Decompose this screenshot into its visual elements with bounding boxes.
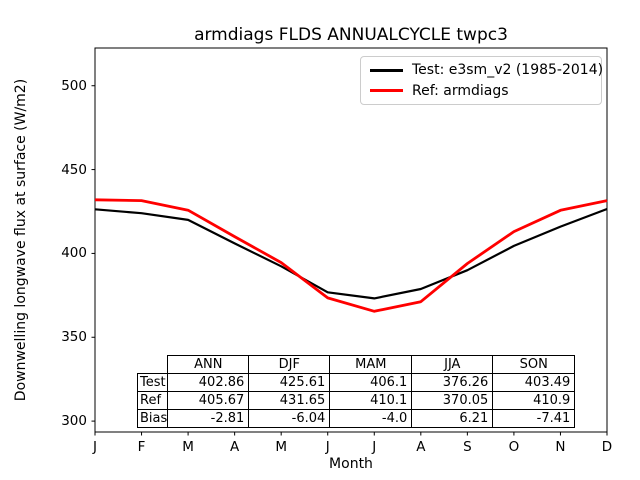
ref-series-line <box>94 198 608 313</box>
y-tick-label: 400 <box>61 245 87 262</box>
table-header-ann: ANN <box>167 355 250 374</box>
table-header-son: SON <box>492 355 576 374</box>
legend-label-ref: Ref: armdiags <box>412 82 509 99</box>
table-cell-test-jja: 376.26 <box>411 373 494 392</box>
test-line-swatch <box>370 69 403 72</box>
stats-table-row-test: Test 402.86 425.61 406.1 376.26 403.49 <box>136 373 576 392</box>
table-header-djf: DJF <box>248 355 331 374</box>
stats-table-header-row: ANN DJF MAM JJA SON <box>138 355 576 374</box>
legend-item-ref: Ref: armdiags <box>370 81 592 101</box>
x-tick-label: S <box>463 439 472 455</box>
chart-title: armdiags FLDS ANNUALCYCLE twpc3 <box>194 25 508 45</box>
x-tick-label: J <box>372 439 377 455</box>
y-tick-label: 450 <box>61 161 87 178</box>
ref-line-swatch <box>370 89 403 93</box>
test-series-line <box>94 207 608 300</box>
x-tick-label: D <box>601 439 613 455</box>
table-cell-test-djf: 425.61 <box>248 373 331 392</box>
table-header-mam: MAM <box>329 355 413 374</box>
x-tick-label: J <box>325 439 330 455</box>
y-tick-label: 300 <box>61 413 87 430</box>
stats-table-row-bias: Bias -2.81 -6.04 -4.0 6.21 -7.41 <box>136 409 576 428</box>
y-tick-label: 500 <box>61 77 87 94</box>
stats-table: ANN DJF MAM JJA SON Test 402.86 425.61 4… <box>136 355 576 428</box>
table-cell-ref-mam: 410.1 <box>329 391 413 410</box>
table-cell-ref-ann: 405.67 <box>167 391 250 410</box>
table-cell-bias-jja: 6.21 <box>411 409 494 428</box>
x-tick-label: N <box>555 439 566 455</box>
table-cell-test-ann: 402.86 <box>167 373 250 392</box>
x-axis-label: Month <box>329 456 373 472</box>
legend: Test: e3sm_v2 (1985-2014) Ref: armdiags <box>360 56 603 105</box>
y-tick-label: 350 <box>61 329 87 346</box>
stats-table-row-ref: Ref 405.67 431.65 410.1 370.05 410.9 <box>136 391 576 410</box>
table-row-label-test: Test <box>136 373 169 392</box>
table-row-label-bias: Bias <box>136 409 169 428</box>
table-cell-test-son: 403.49 <box>492 373 576 392</box>
table-cell-bias-mam: -4.0 <box>329 409 413 428</box>
table-header-jja: JJA <box>411 355 494 374</box>
y-axis-label: Downwelling longwave flux at surface (W/… <box>13 78 29 402</box>
table-cell-ref-djf: 431.65 <box>248 391 331 410</box>
table-cell-test-mam: 406.1 <box>329 373 413 392</box>
table-cell-ref-jja: 370.05 <box>411 391 494 410</box>
x-tick-label: F <box>137 439 146 455</box>
x-tick-label: J <box>93 439 97 455</box>
x-tick-label: M <box>275 439 287 455</box>
table-cell-bias-djf: -6.04 <box>248 409 331 428</box>
table-corner-cell <box>138 356 168 374</box>
axes-box <box>94 47 608 433</box>
table-cell-bias-son: -7.41 <box>492 409 576 428</box>
legend-item-test: Test: e3sm_v2 (1985-2014) <box>370 60 603 80</box>
table-cell-bias-ann: -2.81 <box>167 409 250 428</box>
x-tick-label: O <box>508 439 520 455</box>
x-tick-label: A <box>416 439 426 455</box>
table-cell-ref-son: 410.9 <box>492 391 576 410</box>
x-tick-label: A <box>230 439 240 455</box>
x-tick-label: M <box>182 439 194 455</box>
table-row-label-ref: Ref <box>136 391 169 410</box>
legend-label-test: Test: e3sm_v2 (1985-2014) <box>412 62 604 79</box>
